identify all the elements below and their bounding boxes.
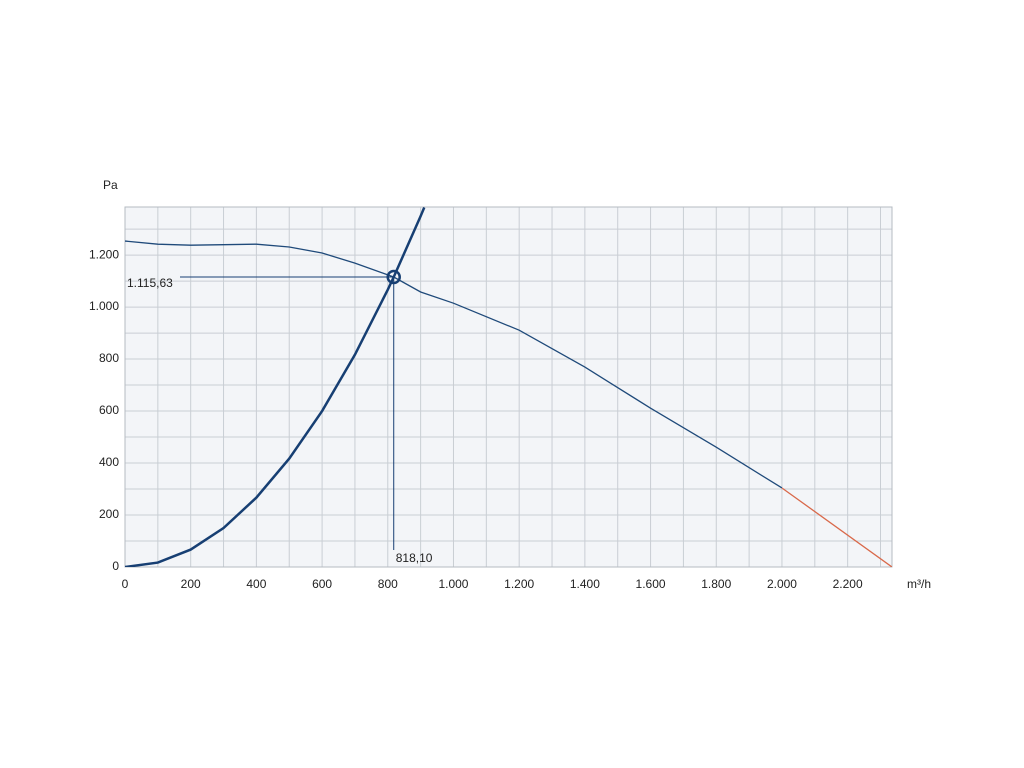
plot-area xyxy=(125,207,892,567)
y-axis-label: Pa xyxy=(103,178,118,192)
x-tick-label: 0 xyxy=(122,577,129,591)
y-tick-label: 1.200 xyxy=(89,247,119,261)
y-tick-label: 0 xyxy=(112,559,119,573)
x-tick-label: 2.200 xyxy=(833,577,863,591)
x-tick-label: 200 xyxy=(181,577,201,591)
operating-point xyxy=(386,269,401,285)
y-tick-label: 800 xyxy=(99,351,119,365)
y-tick-label: 1.000 xyxy=(89,299,119,313)
x-tick-label: 1.800 xyxy=(701,577,731,591)
x-tick-label: 400 xyxy=(246,577,266,591)
x-axis-label: m³/h xyxy=(907,577,931,591)
plot-border xyxy=(124,206,893,568)
x-tick-label: 800 xyxy=(378,577,398,591)
y-tick-label: 200 xyxy=(99,507,119,521)
y-tick-label: 600 xyxy=(99,403,119,417)
operating-x-label: 818,10 xyxy=(396,551,433,565)
curve xyxy=(781,487,892,567)
x-tick-label: 2.000 xyxy=(767,577,797,591)
curve xyxy=(125,240,783,489)
curve xyxy=(125,207,426,567)
x-tick-label: 1.400 xyxy=(570,577,600,591)
x-tick-label: 1.000 xyxy=(438,577,468,591)
x-tick-label: 600 xyxy=(312,577,332,591)
x-tick-label: 1.600 xyxy=(636,577,666,591)
y-tick-label: 400 xyxy=(99,455,119,469)
x-tick-label: 1.200 xyxy=(504,577,534,591)
operating-y-label: 1.115,63 xyxy=(127,276,173,290)
